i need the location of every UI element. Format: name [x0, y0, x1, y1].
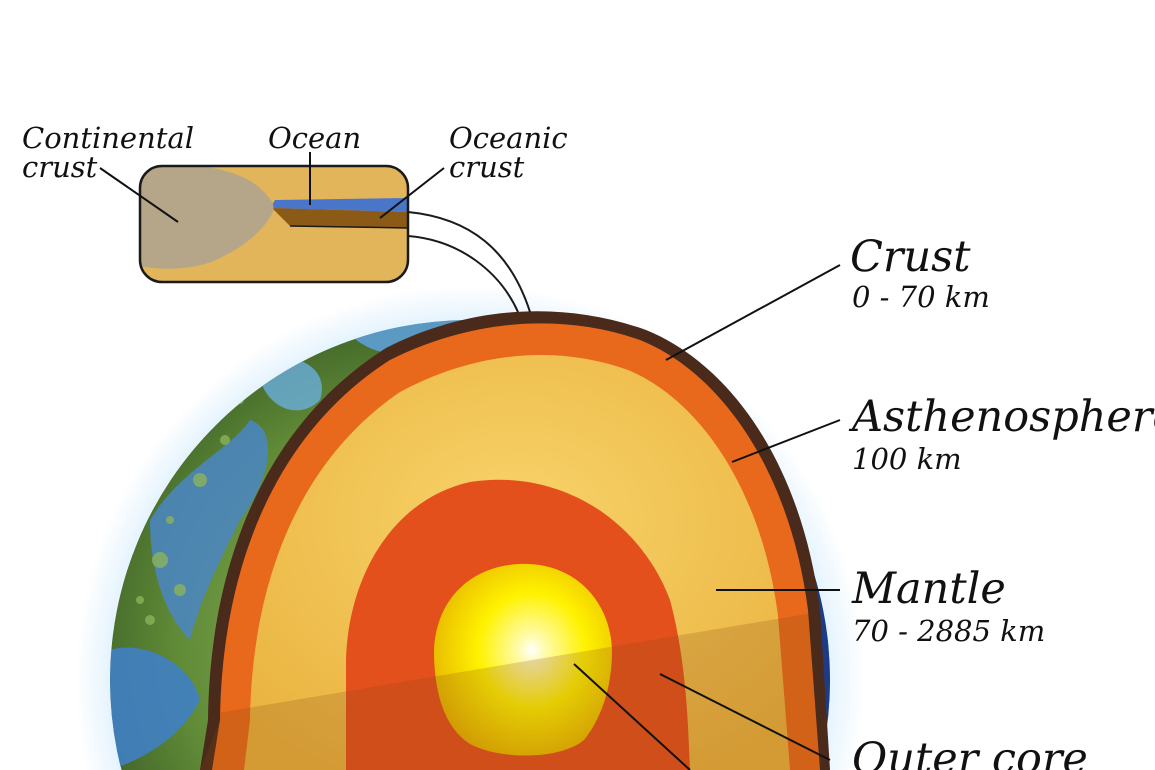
leader-outer-core [659, 673, 831, 761]
inner-core-layer [434, 563, 612, 756]
crust-inset [138, 164, 531, 313]
crust-label: Crust [850, 232, 971, 282]
oceanic-crust-label-line2: crust [449, 150, 525, 184]
continental-crust-block [140, 166, 274, 269]
asthenosphere-depth-label: 100 km [852, 442, 962, 476]
asthenosphere-label: Asthenosphere [852, 392, 1155, 442]
oceanic-crust-label-line1: Oceanic [449, 121, 568, 155]
leader-continental-crust [99, 167, 179, 223]
continental-crust-label-line2: crust [22, 150, 98, 184]
leader-crust [665, 264, 841, 361]
leader-lines [99, 152, 841, 770]
earth-cutaway-wedge [200, 311, 830, 770]
continental-crust-label-line1: Continental [22, 121, 194, 155]
mantle-depth-label: 70 - 2885 km [852, 614, 1046, 648]
outer-core-label: Outer core [852, 734, 1088, 770]
leader-inner-core [573, 663, 691, 770]
crust-depth-label: 0 - 70 km [852, 280, 990, 314]
mantle-label: Mantle [852, 564, 1006, 614]
ocean-label: Ocean [268, 121, 362, 155]
leader-oceanic-crust [379, 167, 445, 219]
leader-asthenosphere [731, 419, 841, 463]
